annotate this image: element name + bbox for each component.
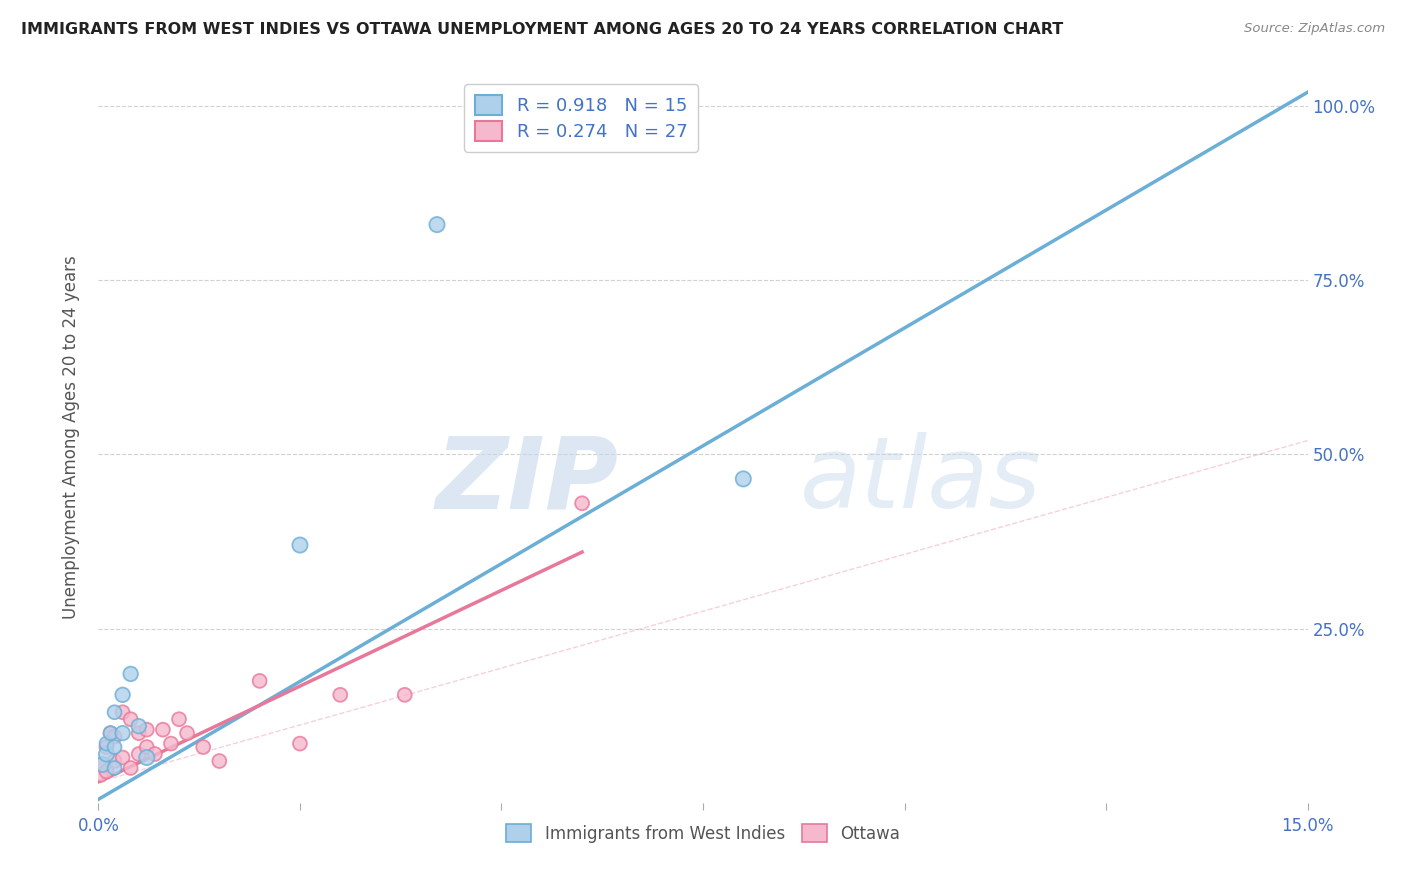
Point — [120, 761, 142, 775]
Point — [90, 768, 112, 782]
Point — [120, 712, 142, 726]
Point — [176, 726, 198, 740]
Legend: Immigrants from West Indies, Ottawa: Immigrants from West Indies, Ottawa — [499, 817, 907, 849]
Point — [160, 737, 183, 751]
Point — [143, 747, 166, 761]
Point — [329, 688, 352, 702]
Point — [91, 757, 114, 772]
Point — [100, 726, 122, 740]
Point — [111, 705, 134, 719]
Point — [111, 688, 134, 702]
Point — [96, 764, 118, 779]
Point — [152, 723, 174, 737]
Text: IMMIGRANTS FROM WEST INDIES VS OTTAWA UNEMPLOYMENT AMONG AGES 20 TO 24 YEARS COR: IMMIGRANTS FROM WEST INDIES VS OTTAWA UN… — [21, 22, 1063, 37]
Point — [208, 754, 231, 768]
Point — [288, 737, 311, 751]
Point — [394, 688, 416, 702]
Point — [128, 726, 150, 740]
Point — [111, 750, 134, 764]
Point — [135, 723, 157, 737]
Point — [193, 740, 215, 755]
Point — [135, 750, 157, 764]
Text: atlas: atlas — [800, 433, 1042, 530]
Point — [103, 761, 125, 775]
Y-axis label: Unemployment Among Ages 20 to 24 years: Unemployment Among Ages 20 to 24 years — [62, 255, 80, 619]
Point — [100, 726, 122, 740]
Point — [733, 472, 755, 486]
Point — [167, 712, 190, 726]
Point — [135, 740, 157, 755]
Point — [96, 747, 118, 761]
Point — [96, 737, 118, 751]
Point — [571, 496, 593, 510]
Point — [103, 705, 125, 719]
Point — [120, 667, 142, 681]
Point — [103, 754, 125, 768]
Point — [111, 726, 134, 740]
Text: ZIP: ZIP — [436, 433, 619, 530]
Point — [96, 740, 118, 755]
Point — [426, 218, 449, 232]
Point — [91, 757, 114, 772]
Point — [288, 538, 311, 552]
Point — [128, 747, 150, 761]
Text: Source: ZipAtlas.com: Source: ZipAtlas.com — [1244, 22, 1385, 36]
Point — [103, 730, 125, 744]
Point — [128, 719, 150, 733]
Point — [249, 673, 271, 688]
Point — [103, 740, 125, 755]
